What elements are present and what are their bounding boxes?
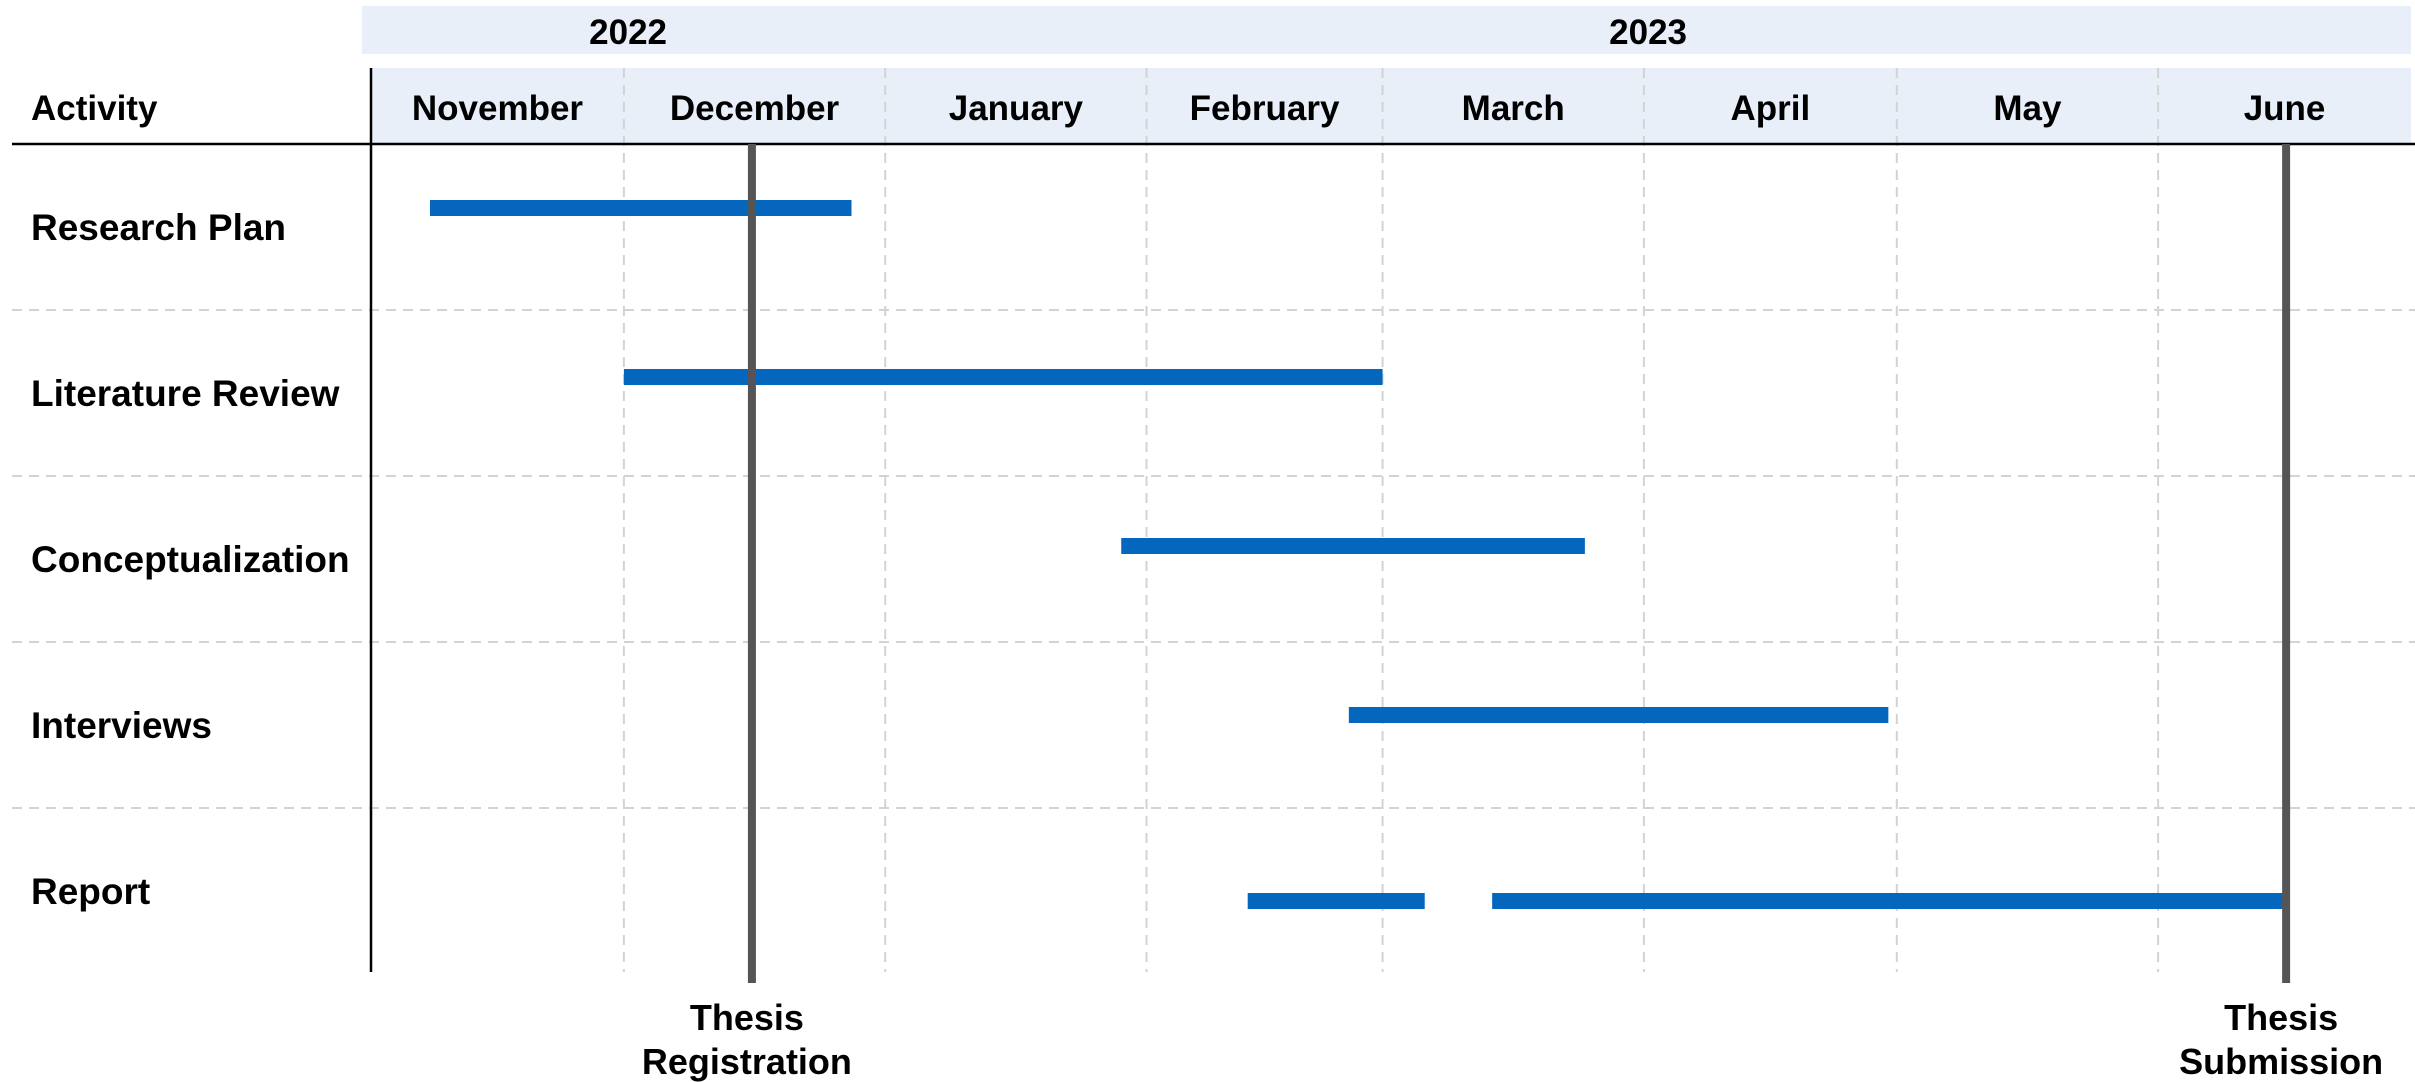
milestone-label: Thesis Registration [642,997,852,1082]
month-label: November [412,89,584,128]
task-bar [1247,893,1425,909]
activity-label: Literature Review [31,373,340,414]
activity-label: Interviews [31,705,212,746]
grid-lines [12,68,2415,972]
activity-label: Report [31,871,150,912]
activity-label: Conceptualization [31,539,350,580]
activity-label: Research Plan [31,207,286,248]
month-header-band [371,68,2411,144]
month-label: June [2244,89,2326,128]
month-label: March [1462,89,1565,128]
task-bars [430,200,2285,909]
year-label: 2022 [589,13,667,52]
year-labels: 2022 2023 [589,13,1687,52]
month-label: April [1730,89,1810,128]
task-bar [623,369,1383,385]
year-header-band [362,6,2411,54]
task-bar [1492,893,2285,909]
milestones: Thesis Registration Thesis Submission [642,144,2383,1082]
year-label: 2023 [1609,13,1687,52]
month-label: February [1190,89,1340,128]
month-label: January [949,89,1084,128]
task-bar [1348,707,1889,723]
month-label: May [1993,89,2062,128]
task-bar [1121,538,1585,554]
activity-labels: Research Plan Literature Review Conceptual… [31,207,350,912]
milestone-label: Thesis Submission [2179,997,2383,1082]
month-labels: November December January February March Apri… [412,89,2326,128]
task-bar [430,200,852,216]
activity-column-header: Activity [31,89,158,128]
month-label: December [670,89,840,128]
